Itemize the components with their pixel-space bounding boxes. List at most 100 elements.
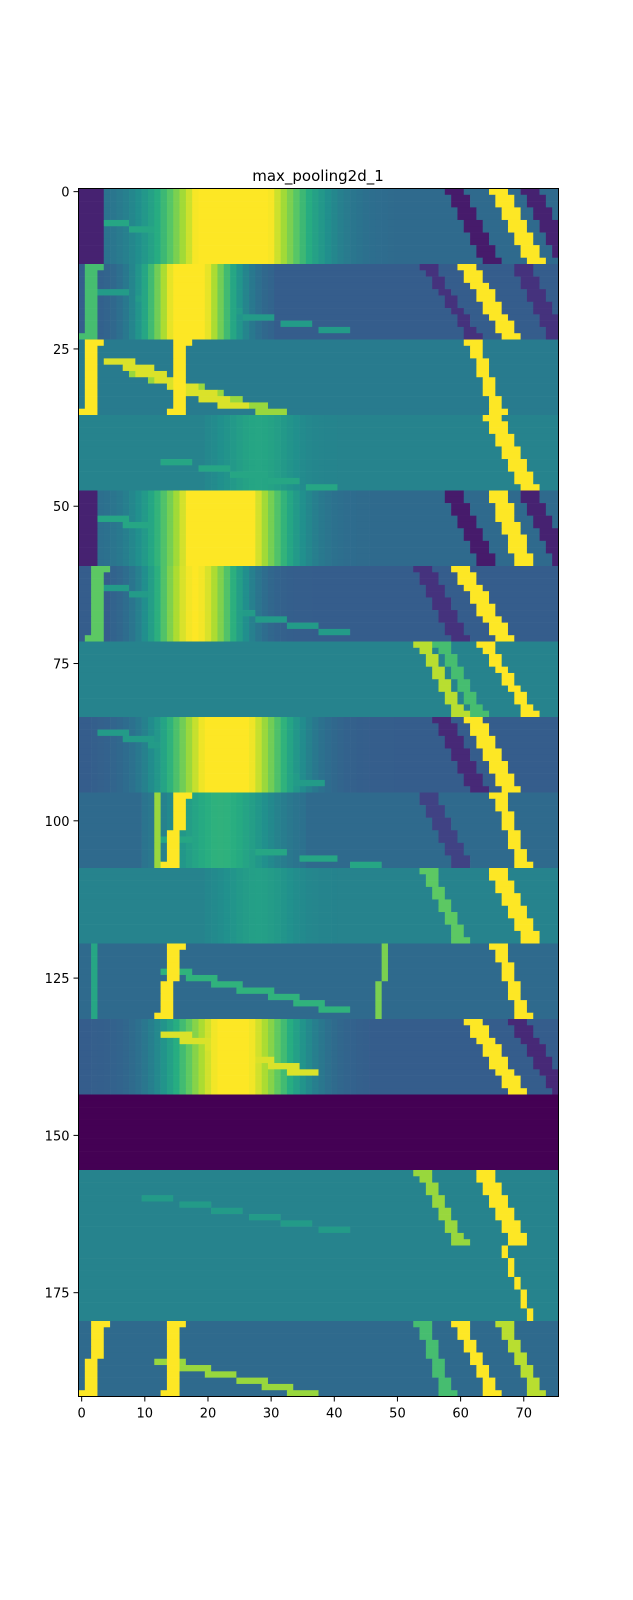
- heatmap-cell-run: [432, 672, 446, 680]
- heatmap-cell-run: [318, 459, 326, 466]
- heatmap-cell-run: [261, 779, 269, 787]
- heatmap-cell-run: [249, 333, 256, 340]
- heatmap-cell-run: [356, 1037, 364, 1045]
- heatmap-cell-run: [514, 811, 559, 818]
- heatmap-cell-run: [166, 1321, 187, 1328]
- heatmap-cell-run: [204, 899, 212, 907]
- heatmap-cell-run: [312, 452, 319, 460]
- heatmap-cell-run: [242, 572, 250, 579]
- heatmap-cell-run: [305, 1063, 313, 1070]
- heatmap-cell-run: [520, 1365, 534, 1372]
- heatmap-cell-run: [286, 540, 294, 548]
- heatmap-cell-run: [217, 1081, 250, 1089]
- heatmap-cell-run: [362, 1063, 370, 1070]
- heatmap-cell-run: [337, 1075, 345, 1083]
- heatmap-cell-run: [514, 264, 534, 271]
- heatmap-cell-run: [438, 1377, 452, 1385]
- heatmap-cell-run: [312, 201, 319, 208]
- heatmap-cell-run: [489, 591, 559, 598]
- heatmap-cell-run: [242, 823, 250, 831]
- heatmap-cell-run: [154, 1044, 161, 1051]
- heatmap-cell-run: [236, 836, 244, 844]
- heatmap-cell-run: [463, 490, 490, 498]
- heatmap-cell-run: [337, 1019, 345, 1026]
- heatmap-cell-run: [476, 1346, 509, 1353]
- heatmap-cell-run: [305, 1019, 313, 1026]
- heatmap-cell-run: [362, 1050, 370, 1058]
- heatmap-cell-run: [185, 528, 256, 535]
- heatmap-cell-run: [526, 905, 559, 913]
- heatmap-cell-run: [255, 547, 262, 554]
- heatmap-cell-run: [356, 547, 370, 554]
- heatmap-cell-run: [141, 635, 149, 642]
- heatmap-cell-run: [495, 295, 528, 303]
- heatmap-cell-run: [173, 1069, 180, 1076]
- heatmap-cell-run: [223, 861, 231, 869]
- heatmap-cell-run: [299, 868, 307, 875]
- heatmap-cell-run: [350, 238, 357, 246]
- heatmap-cell-run: [369, 534, 465, 542]
- heatmap-cell-run: [166, 534, 174, 542]
- heatmap-cell-run: [255, 610, 262, 617]
- heatmap-cell-run: [526, 1377, 540, 1385]
- heatmap-cell-run: [299, 1075, 307, 1083]
- heatmap-cell-run: [280, 842, 288, 850]
- heatmap-cell-run: [324, 238, 332, 246]
- heatmap-cell-run: [552, 1088, 559, 1095]
- heatmap-cell-run: [432, 1201, 446, 1209]
- heatmap-cell-run: [255, 1088, 262, 1095]
- heatmap-cell-run: [211, 628, 218, 636]
- heatmap-cell-run: [122, 1069, 130, 1076]
- heatmap-cell-run: [280, 547, 288, 554]
- heatmap-cell-run: [97, 943, 168, 951]
- heatmap-cell-run: [526, 849, 559, 856]
- heatmap-cell-run: [312, 748, 319, 756]
- heatmap-cell-run: [154, 257, 161, 265]
- heatmap-cell-run: [331, 201, 338, 208]
- heatmap-cell-run: [286, 484, 294, 491]
- heatmap-cell-run: [293, 1037, 300, 1045]
- heatmap-cell-run: [223, 597, 231, 605]
- heatmap-cell-run: [261, 540, 269, 548]
- heatmap-cell-run: [312, 1220, 446, 1227]
- heatmap-cell-run: [173, 553, 180, 561]
- heatmap-cell-run: [236, 308, 244, 315]
- heatmap-cell-run: [324, 440, 338, 447]
- heatmap-cell-run: [514, 886, 559, 894]
- heatmap-cell-run: [261, 490, 269, 498]
- heatmap-cell-run: [198, 245, 269, 252]
- heatmap-cell-run: [470, 314, 490, 321]
- heatmap-cell-run: [343, 540, 351, 548]
- heatmap-cell-run: [274, 188, 281, 196]
- heatmap-cell-run: [267, 805, 275, 812]
- heatmap-cell-run: [337, 515, 345, 523]
- heatmap-cell-run: [507, 1056, 534, 1064]
- heatmap-cell-run: [457, 1327, 471, 1334]
- heatmap-cell-run: [476, 370, 490, 378]
- heatmap-cell-run: [223, 880, 231, 888]
- heatmap-cell-run: [129, 754, 136, 762]
- heatmap-cell-run: [204, 1019, 212, 1026]
- heatmap-cell-run: [261, 811, 269, 818]
- heatmap-cell-run: [267, 251, 275, 259]
- heatmap-cell-run: [369, 1044, 484, 1051]
- heatmap-cell-run: [78, 591, 92, 598]
- heatmap-cell-run: [356, 251, 364, 259]
- heatmap-cell-run: [242, 270, 250, 277]
- heatmap-cell-run: [147, 301, 155, 309]
- heatmap-cell-run: [129, 1019, 136, 1026]
- heatmap-cell-run: [444, 1371, 477, 1378]
- heatmap-cell-run: [274, 717, 281, 724]
- heatmap-cell-run: [160, 238, 168, 246]
- heatmap-cell-run: [110, 742, 117, 749]
- heatmap-cell-run: [337, 723, 345, 730]
- heatmap-cell-run: [154, 805, 161, 812]
- heatmap-cell-run: [255, 301, 262, 309]
- heatmap-cell-run: [166, 805, 174, 812]
- heatmap-cell-run: [103, 509, 111, 516]
- heatmap-cell-run: [305, 415, 313, 422]
- heatmap-cell-run: [293, 1031, 300, 1039]
- heatmap-cell-run: [350, 528, 357, 535]
- heatmap-cell-run: [255, 899, 262, 907]
- heatmap-cell-run: [78, 654, 427, 661]
